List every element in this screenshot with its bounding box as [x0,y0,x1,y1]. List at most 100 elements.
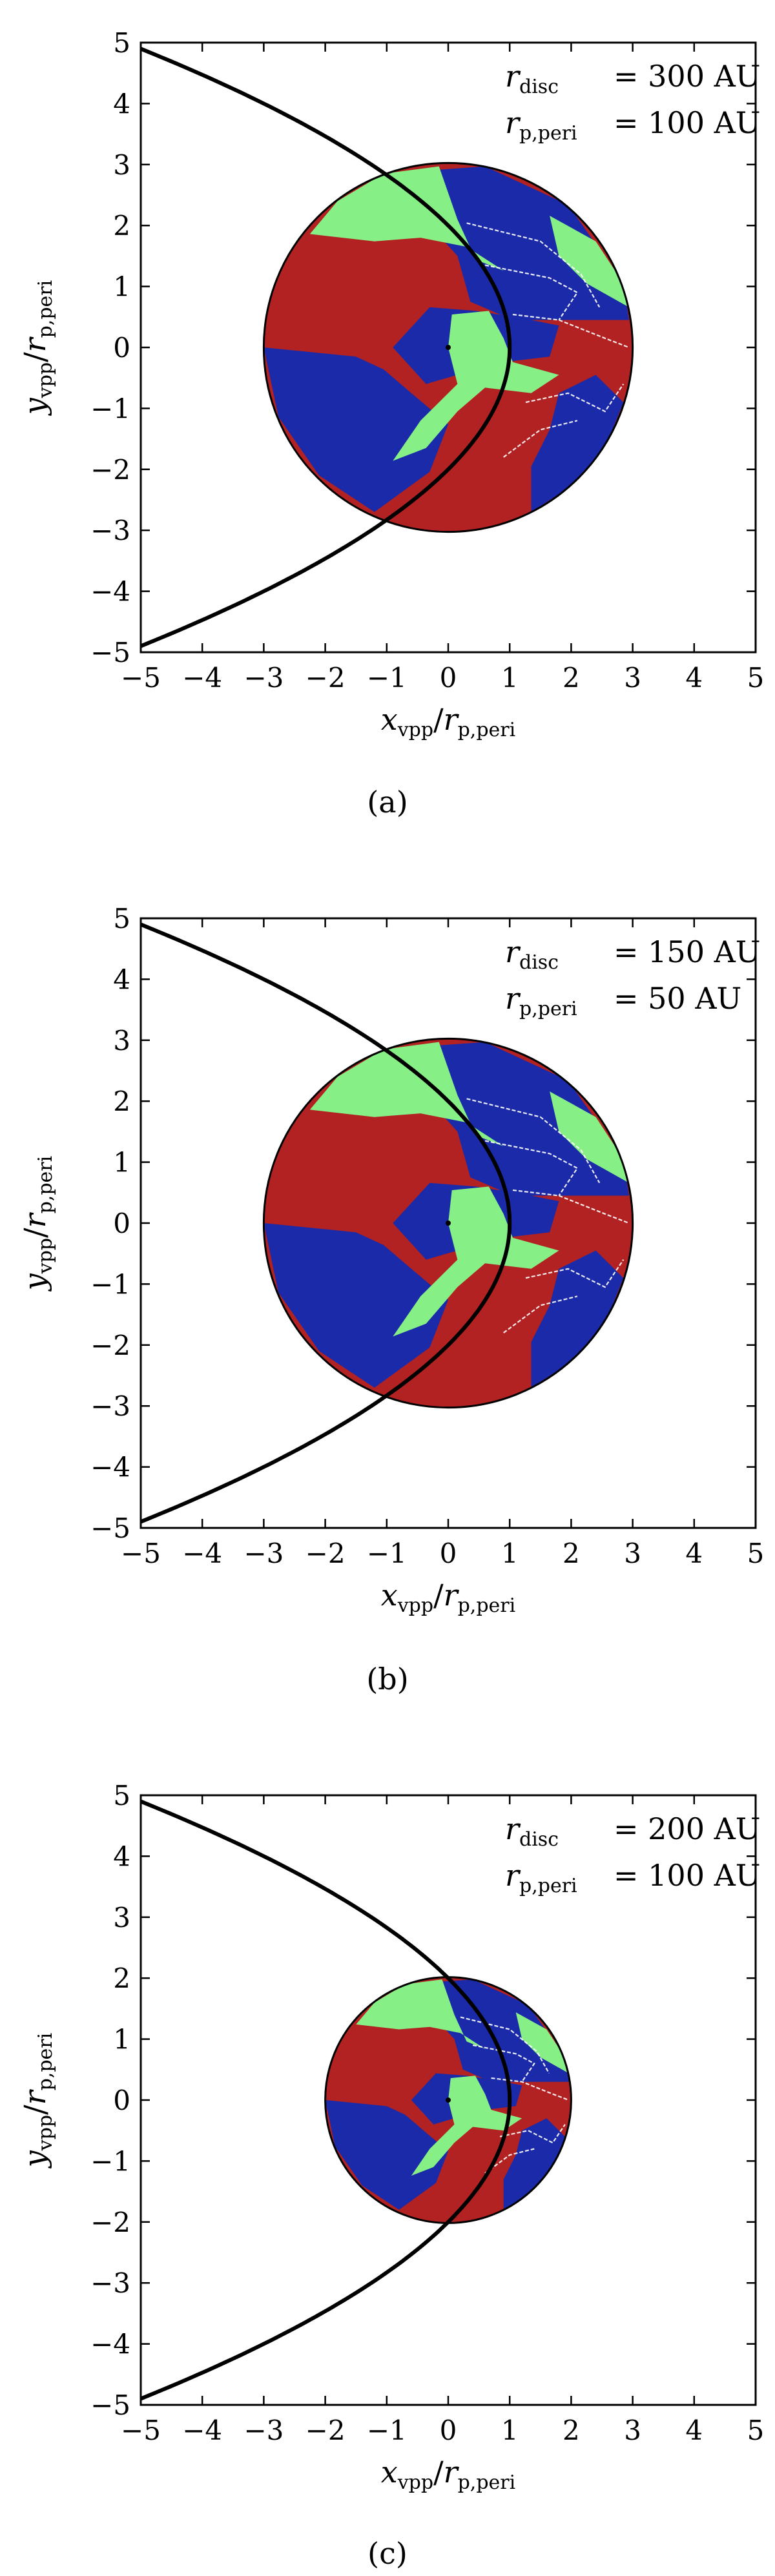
y-tick-label: −1 [90,2145,130,2177]
y-tick-label: 5 [113,903,130,934]
green-region-right [515,2012,569,2074]
y-tick-label: −1 [90,1268,130,1300]
streak-3 [525,1259,625,1288]
y-axis-label: yvpp/rp,peri [17,280,57,417]
annotation-value: = 100 AU [614,105,761,140]
y-tick-label: −4 [90,576,130,608]
x-tick-label: 5 [747,1538,765,1569]
streak-4 [503,1295,578,1334]
y-tick-label: 4 [113,963,130,995]
green-region-upper [309,1042,504,1147]
y-tick-label: 0 [113,1208,130,1239]
green-region-central [411,2076,522,2176]
x-tick-label: −3 [243,2415,284,2446]
panel-b: −5 −4 −3 −2 −1 0 1 2 3 4 5 5 4 3 2 1 0 −1 −2 −3 −4 −5 xvpp/rp,… [17,903,765,1696]
green-region-right [550,1091,629,1183]
streak-2 [512,1189,630,1224]
x-tick-label: 5 [747,662,765,694]
y-tick-label: −2 [90,2207,130,2238]
x-tick-label: 5 [747,2415,765,2446]
y-tick-label: 2 [113,1086,130,1117]
x-tick-label: 2 [563,2415,580,2446]
annotation-value: = 50 AU [614,981,741,1016]
y-tick-label: 5 [113,1780,130,1811]
y-tick-label: 4 [113,88,130,119]
annotation-disc: rdisc [505,1811,559,1851]
x-tick-label: −5 [121,662,161,694]
x-tick-label: −1 [367,1538,407,1569]
x-tick-label: 4 [685,662,703,694]
annotation-value: = 300 AU [614,59,761,94]
y-tick-label: 0 [113,2085,130,2116]
panel-caption: (c) [367,2536,408,2571]
x-tick-label: −1 [367,662,407,694]
annotation-disc: rdisc [505,934,559,974]
y-tick-label: 4 [113,1840,130,1872]
annotation-p-peri: rp,peri [505,105,577,145]
streak-3 [525,383,625,413]
y-axis-label: yvpp/rp,peri [17,2033,57,2169]
streak-0 [466,1098,601,1184]
x-tick-label: 2 [563,662,580,694]
x-axis-label: xvpp/rp,peri [381,1578,515,1617]
y-tick-label: −4 [90,1452,130,1483]
perturber-orbit [141,1799,512,2401]
x-tick-label: −3 [243,662,284,694]
y-tick-label: −1 [90,393,130,424]
y-tick-label: −3 [90,2267,130,2299]
y-tick-label: −2 [90,454,130,486]
x-tick-label: 3 [624,662,641,694]
x-axis-label: xvpp/rp,peri [381,2455,515,2494]
green-region-central [393,311,559,461]
disc-outline [262,1037,634,1409]
x-tick-label: 0 [440,662,457,694]
y-tick-label: 2 [113,210,130,242]
y-tick-label: 1 [113,271,130,303]
panel-a: −5 −4 −3 −2 −1 0 1 2 3 4 5 5 4 3 2 1 0 −1 −2 −3 −4 −5 xvpp/rp,… [17,27,765,819]
x-tick-label: 1 [501,662,519,694]
x-tick-label: −2 [305,2415,346,2446]
blue-region-lower [264,347,448,512]
y-tick-label: 0 [113,332,130,364]
x-tick-label: −2 [305,662,346,694]
streak-2 [512,313,630,349]
x-tick-label: −3 [243,1538,284,1569]
panel-c: −5 −4 −3 −2 −1 0 1 2 3 4 5 5 4 3 2 1 0 −1 −2 −3 −4 −5 xvpp/rp,… [17,1780,765,2571]
y-tick-label: 3 [113,149,130,181]
y-tick-label: 1 [113,2024,130,2056]
x-tick-label: 0 [440,1538,457,1569]
y-tick-label: −3 [90,1390,130,1422]
y-tick-label: −5 [90,637,130,668]
x-tick-label: −5 [121,1538,161,1569]
x-tick-label: 3 [624,1538,641,1569]
streak-3 [499,2124,566,2144]
annotation-value: = 200 AU [614,1811,761,1846]
host-star [446,1221,451,1226]
blue-region-lower [325,2100,448,2210]
green-region-upper [309,166,504,271]
streak-4 [503,420,578,458]
x-tick-label: 4 [685,2415,703,2446]
green-region-central [393,1186,559,1337]
streak-1 [484,264,579,321]
host-star [446,345,451,350]
streak-0 [466,222,601,308]
x-tick-label: 4 [685,1538,703,1569]
annotation-disc: rdisc [505,59,559,98]
streak-1 [484,1140,579,1197]
x-tick-label: −5 [121,2415,161,2446]
y-tick-label: 2 [113,1963,130,1994]
annotation-p-peri: rp,peri [505,981,577,1020]
y-tick-label: −4 [90,2329,130,2360]
x-tick-label: −2 [305,1538,346,1569]
y-tick-label: −3 [90,515,130,546]
x-tick-label: 1 [501,1538,519,1569]
annotation-value: = 150 AU [614,934,761,969]
y-tick-label: −5 [90,1512,130,1544]
x-tick-label: −4 [182,2415,222,2446]
x-tick-label: −1 [367,2415,407,2446]
green-region-right [550,216,629,307]
x-axis-label: xvpp/rp,peri [381,702,515,741]
x-tick-label: −4 [182,662,222,694]
